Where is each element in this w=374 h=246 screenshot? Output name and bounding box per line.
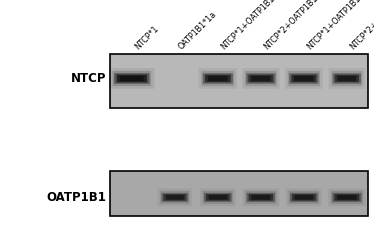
FancyBboxPatch shape: [163, 194, 186, 201]
FancyBboxPatch shape: [160, 191, 190, 204]
FancyBboxPatch shape: [292, 194, 316, 201]
FancyBboxPatch shape: [332, 193, 361, 202]
Text: OATP1B1: OATP1B1: [47, 191, 107, 204]
FancyBboxPatch shape: [114, 73, 149, 84]
FancyBboxPatch shape: [243, 188, 279, 206]
Text: OATP1B1*1a: OATP1B1*1a: [177, 10, 218, 52]
FancyBboxPatch shape: [199, 68, 237, 89]
FancyBboxPatch shape: [329, 68, 365, 89]
FancyBboxPatch shape: [337, 195, 356, 200]
FancyBboxPatch shape: [290, 193, 318, 202]
FancyBboxPatch shape: [333, 73, 361, 84]
FancyBboxPatch shape: [200, 188, 236, 206]
FancyBboxPatch shape: [328, 188, 365, 206]
Bar: [110, 171, 368, 216]
FancyBboxPatch shape: [120, 76, 144, 81]
FancyBboxPatch shape: [335, 75, 359, 82]
FancyBboxPatch shape: [286, 188, 322, 206]
Bar: [110, 54, 368, 108]
FancyBboxPatch shape: [204, 193, 232, 202]
FancyBboxPatch shape: [203, 73, 233, 84]
FancyBboxPatch shape: [205, 75, 231, 82]
Text: NTCP*2+OATP1B1*15: NTCP*2+OATP1B1*15: [349, 0, 374, 52]
FancyBboxPatch shape: [158, 188, 192, 206]
FancyBboxPatch shape: [246, 73, 275, 84]
Text: NTCP: NTCP: [71, 72, 107, 85]
FancyBboxPatch shape: [247, 193, 275, 202]
FancyBboxPatch shape: [334, 194, 359, 201]
FancyBboxPatch shape: [242, 68, 279, 89]
FancyBboxPatch shape: [291, 75, 316, 82]
Text: NTCP*1: NTCP*1: [134, 24, 161, 52]
FancyBboxPatch shape: [109, 68, 154, 89]
FancyBboxPatch shape: [331, 191, 363, 204]
Text: NTCP*1+OATP1B1*15: NTCP*1+OATP1B1*15: [306, 0, 373, 52]
FancyBboxPatch shape: [251, 76, 270, 81]
FancyBboxPatch shape: [208, 76, 228, 81]
FancyBboxPatch shape: [289, 191, 319, 204]
FancyBboxPatch shape: [113, 71, 151, 86]
FancyBboxPatch shape: [289, 73, 319, 84]
FancyBboxPatch shape: [206, 194, 230, 201]
FancyBboxPatch shape: [203, 191, 233, 204]
FancyBboxPatch shape: [285, 68, 323, 89]
FancyBboxPatch shape: [251, 195, 270, 200]
FancyBboxPatch shape: [331, 71, 362, 86]
FancyBboxPatch shape: [245, 191, 276, 204]
FancyBboxPatch shape: [117, 75, 147, 82]
FancyBboxPatch shape: [201, 71, 234, 86]
Text: NTCP*1+OATP1B1*1a: NTCP*1+OATP1B1*1a: [220, 0, 287, 52]
FancyBboxPatch shape: [245, 71, 277, 86]
FancyBboxPatch shape: [209, 195, 227, 200]
FancyBboxPatch shape: [295, 195, 313, 200]
FancyBboxPatch shape: [248, 75, 273, 82]
FancyBboxPatch shape: [249, 194, 273, 201]
FancyBboxPatch shape: [166, 195, 184, 200]
FancyBboxPatch shape: [162, 193, 188, 202]
FancyBboxPatch shape: [337, 76, 356, 81]
FancyBboxPatch shape: [294, 76, 314, 81]
Text: NTCP*2+OATP1B1*1a: NTCP*2+OATP1B1*1a: [263, 0, 330, 52]
FancyBboxPatch shape: [288, 71, 320, 86]
